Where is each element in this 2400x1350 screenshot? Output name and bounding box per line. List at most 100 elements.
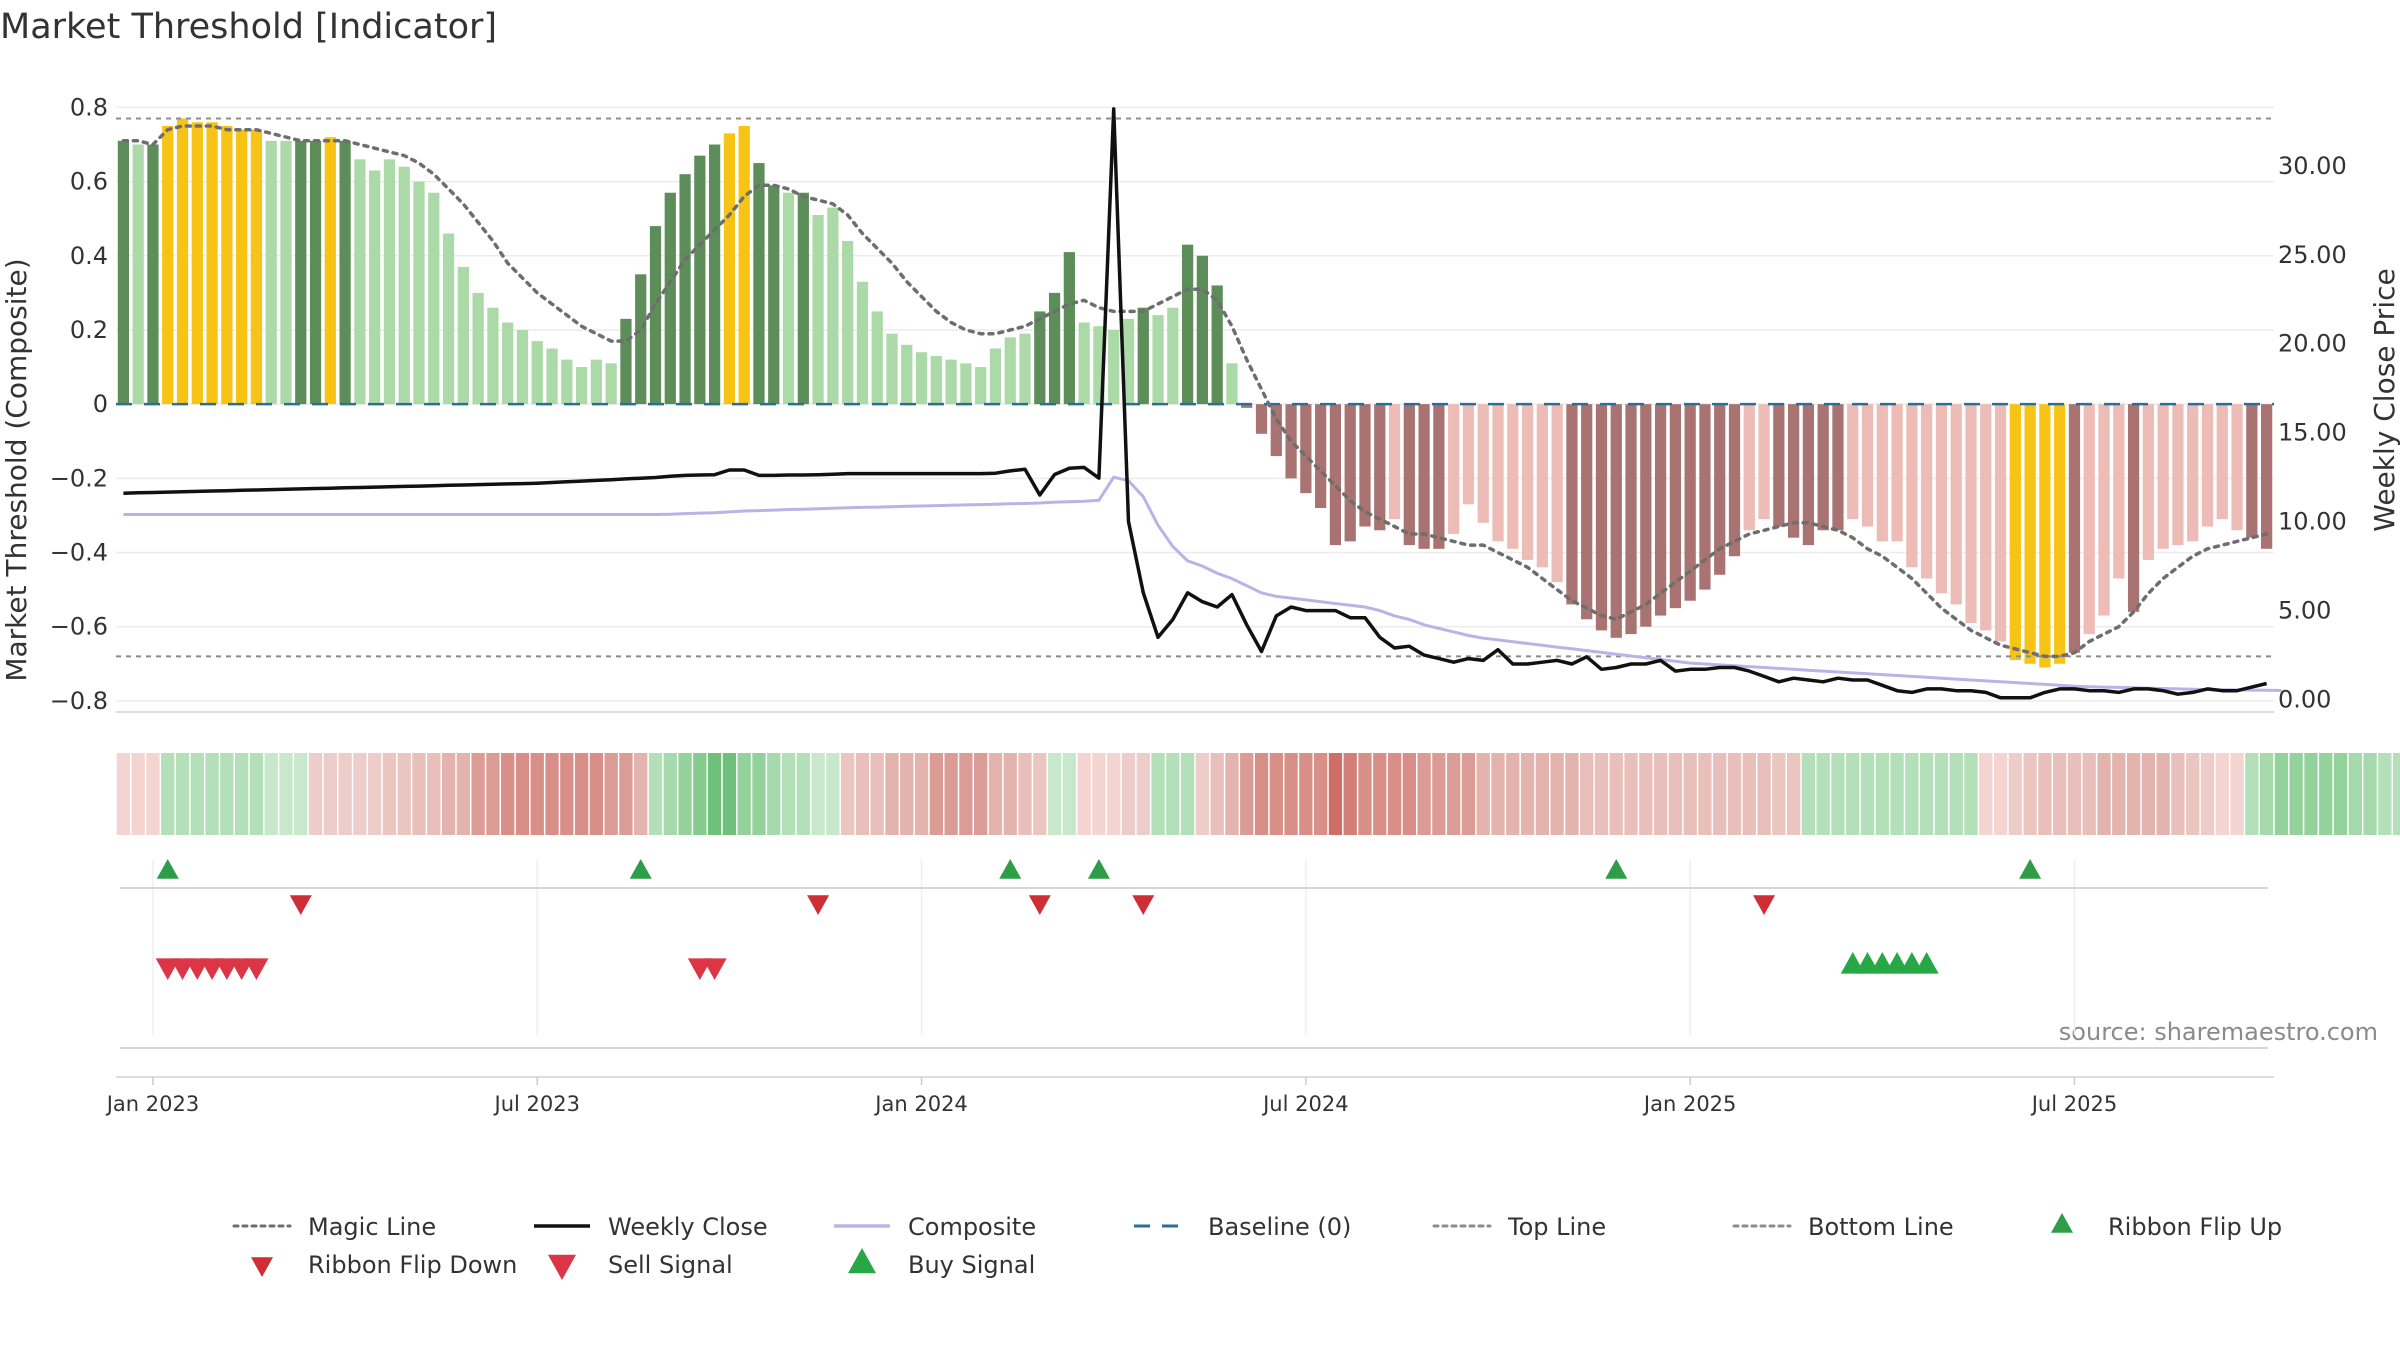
composite-bar (2231, 404, 2243, 531)
composite-bar (930, 355, 942, 405)
composite-bar (206, 122, 218, 405)
ribbon-segment (456, 753, 471, 835)
ribbon-segment (441, 753, 456, 835)
ribbon-segment (2319, 753, 2333, 835)
composite-bar (679, 174, 691, 405)
composite-bar (1477, 404, 1489, 523)
composite-bar (1728, 404, 1741, 557)
composite-bar (901, 344, 913, 405)
composite-bar (1359, 404, 1371, 527)
composite-bar (472, 292, 484, 405)
composite-bar (1492, 404, 1504, 542)
signal-layer: Jan 2023 Jul 2023 Jan 2024 Jul 2024 Jan 2025… (105, 859, 2274, 1116)
ribbon-segment (279, 753, 293, 835)
sell-signal-marker (244, 958, 269, 980)
line-layer (116, 107, 2282, 700)
ribbon-segment (2156, 753, 2170, 835)
composite-bar (1344, 404, 1356, 542)
ribbon-segment (885, 753, 899, 835)
composite-bar (1196, 255, 1209, 405)
composite-bar (2260, 404, 2273, 549)
composite-bar (2039, 404, 2051, 668)
ribbon-segment (634, 753, 648, 835)
ribbon-segment (1447, 753, 1461, 835)
ribbon-segment (1151, 753, 1165, 835)
ribbon-segment (338, 753, 352, 835)
composite-bar (2201, 404, 2214, 527)
composite-bar (1048, 292, 1061, 405)
y2-tick-label: 5.00 (2278, 597, 2331, 625)
ribbon-segment (249, 753, 264, 835)
legend-label: Sell Signal (608, 1251, 733, 1279)
ribbon-segment (2230, 753, 2244, 835)
composite-bar (147, 144, 159, 405)
ribbon-segment (1373, 753, 1387, 835)
legend-label: Ribbon Flip Up (2108, 1213, 2282, 1241)
ribbon-segment (2186, 753, 2200, 835)
legend-item: Ribbon Flip Up (2051, 1213, 2282, 1241)
composite-bar (1950, 404, 1962, 605)
legend-item: Top Line (1432, 1213, 1606, 1241)
composite-bar (1921, 404, 1933, 579)
composite-bar (1906, 404, 1918, 568)
composite-bar (1388, 404, 1401, 520)
ribbon-segment (427, 753, 441, 835)
ribbon-segment (1003, 753, 1017, 835)
ribbon-segment (1890, 753, 1904, 835)
composite-bar (2246, 404, 2258, 538)
ribbon-segment (1476, 753, 1490, 835)
composite-bar (1876, 404, 1888, 542)
composite-bar (945, 359, 957, 405)
ribbon-segment (914, 753, 929, 835)
ribbon-segment (663, 753, 677, 835)
legend-item: Composite (834, 1213, 1036, 1241)
composite-bar (1802, 404, 1815, 546)
ribbon-segment (1964, 753, 1978, 835)
composite-bar (649, 226, 662, 405)
ribbon-segment (1801, 753, 1816, 835)
composite-bar (694, 155, 706, 405)
composite-bar (1788, 404, 1800, 538)
ribbon-segment (826, 753, 840, 835)
ribbon-segment (1860, 753, 1875, 835)
legend-label: Composite (908, 1213, 1036, 1241)
y-tick-label: 0.8 (70, 93, 108, 121)
ribbon-segment (2067, 753, 2082, 835)
composite-bar (2098, 404, 2110, 616)
composite-bar (369, 170, 381, 405)
y-tick-label: −0.2 (50, 464, 108, 492)
ribbon-segment (1136, 753, 1150, 835)
ribbon-segment (929, 753, 943, 835)
ribbon-segment (1993, 753, 2008, 835)
composite-bar (1063, 252, 1075, 405)
ribbon-segment (840, 753, 855, 835)
y2-tick-label: 30.00 (2278, 152, 2347, 180)
composite-bar (2024, 404, 2036, 664)
y-tick-label: 0 (93, 390, 108, 418)
composite-bar (221, 125, 233, 405)
ribbon-segment (308, 753, 323, 835)
composite-bar (502, 322, 514, 405)
composite-bar (1980, 404, 1992, 631)
ribbon-segment (722, 753, 737, 835)
axis-layer: 0.8 0.6 0.4 0.2 0 −0.2 −0.4 −0.6 −0.8 30.00 25.00 2… (50, 93, 2347, 714)
composite-bar (1315, 404, 1327, 508)
legend-label: Magic Line (308, 1213, 436, 1241)
legend-label: Top Line (1507, 1213, 1606, 1241)
composite-bar (2083, 404, 2095, 635)
ribbon-segment (1594, 753, 1609, 835)
y2-tick-label: 25.00 (2278, 241, 2347, 269)
ribbon-flip-down-marker (807, 895, 830, 915)
composite-bar (442, 233, 455, 405)
composite-bar (428, 192, 440, 405)
ribbon-segment (900, 753, 914, 835)
x-tick-label: Jan 2024 (873, 1092, 968, 1116)
composite-bar (265, 140, 277, 405)
composite-bar (1640, 404, 1652, 627)
ribbon-segment (205, 753, 219, 835)
y-tick-label: −0.4 (50, 539, 108, 567)
ribbon-segment (1195, 753, 1210, 835)
ribbon-segment (1461, 753, 1476, 835)
ribbon-segment (2097, 753, 2111, 835)
legend-label: Baseline (0) (1208, 1213, 1351, 1241)
